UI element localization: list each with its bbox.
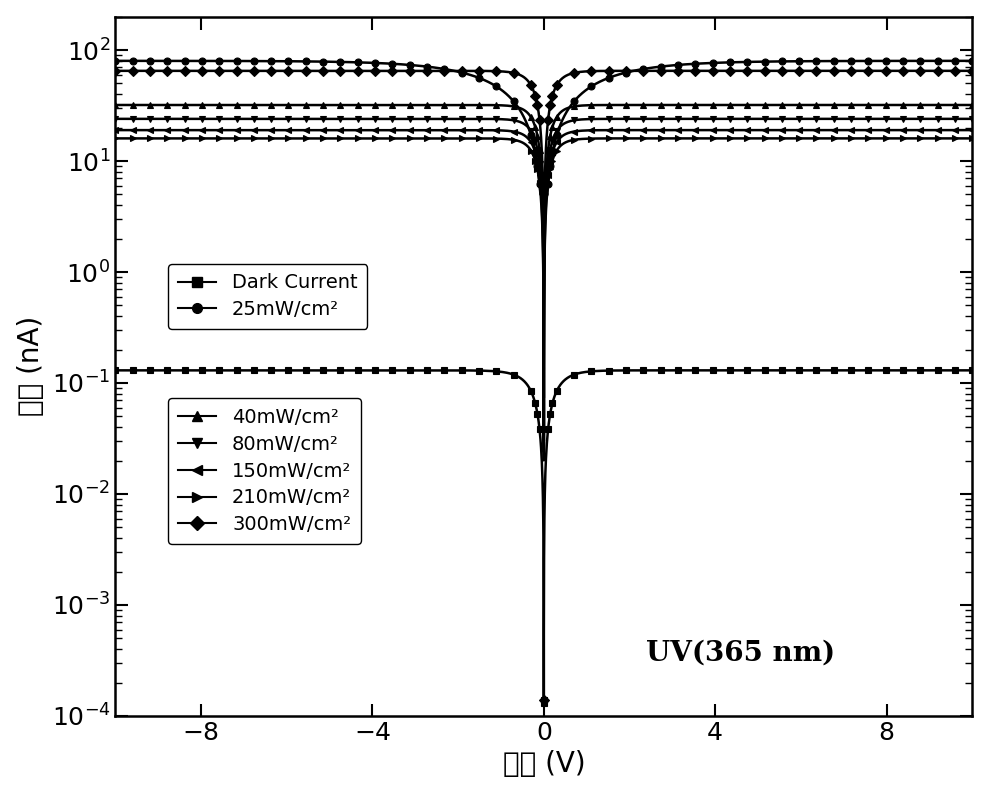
210mW/cm² xyxy=(672,134,683,143)
25mW/cm² xyxy=(161,56,173,66)
Legend: 40mW/cm², 80mW/cm², 150mW/cm², 210mW/cm², 300mW/cm²: 40mW/cm², 80mW/cm², 150mW/cm², 210mW/cm²… xyxy=(168,398,361,544)
Dark Current xyxy=(672,366,683,375)
210mW/cm² xyxy=(110,134,122,143)
Line: 80mW/cm²: 80mW/cm² xyxy=(112,115,976,703)
X-axis label: 电压 (V): 电压 (V) xyxy=(502,750,585,778)
210mW/cm² xyxy=(538,695,550,704)
300mW/cm² xyxy=(525,80,537,90)
40mW/cm² xyxy=(525,112,537,122)
40mW/cm² xyxy=(689,100,701,110)
300mW/cm² xyxy=(538,695,550,704)
300mW/cm² xyxy=(144,66,156,76)
25mW/cm² xyxy=(672,60,683,70)
150mW/cm² xyxy=(525,138,537,147)
210mW/cm² xyxy=(144,134,156,143)
25mW/cm² xyxy=(525,130,537,140)
Line: 25mW/cm²: 25mW/cm² xyxy=(112,57,976,198)
40mW/cm² xyxy=(369,100,381,110)
25mW/cm² xyxy=(144,56,156,66)
150mW/cm² xyxy=(369,126,381,135)
300mW/cm² xyxy=(110,66,122,76)
210mW/cm² xyxy=(966,134,978,143)
150mW/cm² xyxy=(144,126,156,135)
210mW/cm² xyxy=(525,145,537,155)
Dark Current xyxy=(538,699,550,708)
210mW/cm² xyxy=(161,134,173,143)
300mW/cm² xyxy=(966,66,978,76)
Text: UV(365 nm): UV(365 nm) xyxy=(647,640,836,667)
80mW/cm² xyxy=(672,114,683,124)
40mW/cm² xyxy=(161,100,173,110)
80mW/cm² xyxy=(161,114,173,124)
80mW/cm² xyxy=(110,114,122,124)
150mW/cm² xyxy=(689,126,701,135)
150mW/cm² xyxy=(110,126,122,135)
300mW/cm² xyxy=(161,66,173,76)
25mW/cm² xyxy=(369,58,381,68)
Dark Current xyxy=(369,366,381,375)
Y-axis label: 电流 (nA): 电流 (nA) xyxy=(17,316,45,417)
Line: Dark Current: Dark Current xyxy=(112,366,976,707)
210mW/cm² xyxy=(369,134,381,143)
40mW/cm² xyxy=(110,100,122,110)
150mW/cm² xyxy=(538,695,550,704)
25mW/cm² xyxy=(966,56,978,66)
80mW/cm² xyxy=(369,114,381,124)
Line: 150mW/cm²: 150mW/cm² xyxy=(112,126,976,703)
40mW/cm² xyxy=(966,100,978,110)
Dark Current xyxy=(689,366,701,375)
Dark Current xyxy=(966,366,978,375)
150mW/cm² xyxy=(672,126,683,135)
Dark Current xyxy=(525,386,537,396)
Dark Current xyxy=(161,366,173,375)
150mW/cm² xyxy=(161,126,173,135)
80mW/cm² xyxy=(538,695,550,704)
25mW/cm² xyxy=(110,56,122,66)
300mW/cm² xyxy=(369,66,381,76)
300mW/cm² xyxy=(689,66,701,76)
150mW/cm² xyxy=(966,126,978,135)
Line: 210mW/cm²: 210mW/cm² xyxy=(112,135,976,703)
25mW/cm² xyxy=(538,190,550,200)
80mW/cm² xyxy=(966,114,978,124)
80mW/cm² xyxy=(689,114,701,124)
Dark Current xyxy=(144,366,156,375)
300mW/cm² xyxy=(672,66,683,76)
Line: 300mW/cm²: 300mW/cm² xyxy=(112,68,976,703)
210mW/cm² xyxy=(689,134,701,143)
Line: 40mW/cm²: 40mW/cm² xyxy=(112,102,976,703)
Dark Current xyxy=(110,366,122,375)
40mW/cm² xyxy=(144,100,156,110)
80mW/cm² xyxy=(525,126,537,136)
40mW/cm² xyxy=(672,100,683,110)
25mW/cm² xyxy=(689,59,701,68)
40mW/cm² xyxy=(538,695,550,704)
80mW/cm² xyxy=(144,114,156,124)
